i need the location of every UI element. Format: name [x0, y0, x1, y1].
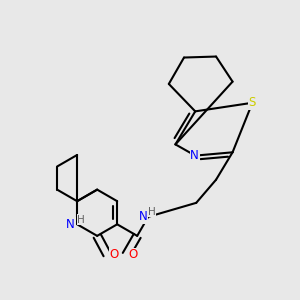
Text: H: H [77, 215, 85, 225]
Text: H: H [148, 207, 155, 217]
Text: O: O [110, 248, 119, 261]
Text: O: O [128, 248, 137, 261]
Text: N: N [190, 149, 199, 162]
Text: N: N [66, 218, 75, 231]
Text: S: S [249, 96, 256, 109]
Text: N: N [139, 210, 148, 223]
